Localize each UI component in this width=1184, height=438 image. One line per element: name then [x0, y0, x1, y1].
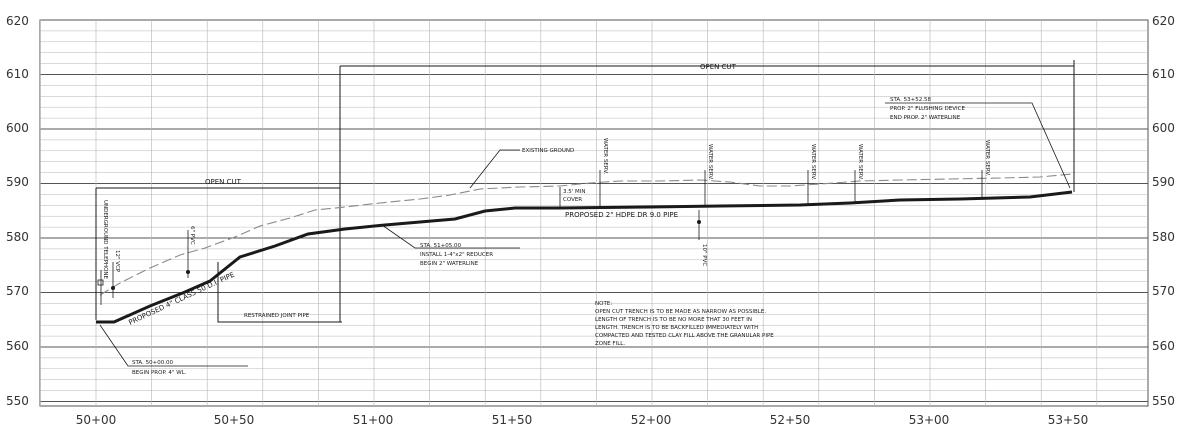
pvc-6-crossing: [185, 230, 190, 278]
open-cut-zone-left: [95, 66, 341, 322]
sta-mid-label: BEGIN 2" WATERLINE: [420, 261, 479, 267]
note-line: OPEN CUT TRENCH IS TO BE MADE AS NARROW …: [595, 309, 766, 315]
station-label: 52+50: [770, 413, 811, 427]
note-line: COMPACTED AND TESTED CLAY FILL ABOVE THE…: [595, 333, 774, 339]
proposed-4in-label: PROPOSED 4" CLASS 50 D.I. PIPE: [127, 271, 235, 327]
open-cut-label: OPEN CUT: [205, 178, 242, 186]
note-line: ZONE FILL.: [595, 341, 625, 347]
telephone-crossing: [97, 262, 116, 305]
water-services: [599, 170, 983, 207]
open-cut-zone-right: [340, 60, 1075, 192]
station-label: 50+00: [76, 413, 117, 427]
water-serv-label: WATER SERV.: [707, 144, 713, 180]
pvc-10-label: 10" PVC: [701, 244, 707, 266]
station-label: 50+50: [214, 413, 255, 427]
elevation-label: 560: [6, 339, 29, 353]
sta-end-label: PROP. 2" FLUSHING DEVICE: [890, 106, 965, 112]
elevation-label: 550: [6, 394, 29, 408]
sta-begin-label: STA. 50+00.00: [132, 360, 173, 366]
elevation-label: 580: [1152, 230, 1175, 244]
station-label: 51+50: [492, 413, 533, 427]
sta-end-leader: [885, 102, 1071, 189]
pvc-6-label: 6" PVC: [189, 226, 195, 245]
water-serv-label: WATER SERV.: [602, 138, 608, 174]
sta-end-label: STA. 53+52.58: [890, 97, 931, 103]
restrained-joint-label: RESTRAINED JOINT PIPE: [244, 313, 310, 319]
elevation-label: 620: [1152, 14, 1175, 28]
elevation-label: 580: [6, 230, 29, 244]
note-line: LENGTH. TRENCH IS TO BE BACKFILLED IMMED…: [595, 325, 758, 331]
telephone-label: UNDERGROUND TELEPHONE: [102, 200, 108, 279]
sta-end-label: END PROP. 2" WATERLINE: [890, 115, 961, 121]
station-axis: 50+00 50+50 51+00 51+50 52+00 52+50 53+0…: [76, 413, 1089, 427]
elevation-label: 590: [6, 175, 29, 189]
cover-label: COVER: [563, 197, 582, 203]
elevation-label: 550: [1152, 394, 1175, 408]
restrained-joint-bracket: [217, 262, 342, 323]
elevation-label: 620: [6, 14, 29, 28]
elevation-axis-right: 620 610 600 590 580 570 560 550: [1152, 14, 1175, 408]
elevation-label: 600: [6, 121, 29, 135]
proposed-waterline: [96, 190, 1073, 324]
station-label: 53+00: [909, 413, 950, 427]
note-line: LENGTH OF TRENCH IS TO BE NO MORE THAT 3…: [595, 317, 752, 323]
open-cut-label: OPEN CUT: [700, 63, 737, 71]
elevation-label: 610: [1152, 67, 1175, 81]
elevation-label: 570: [1152, 284, 1175, 298]
sta-mid-label: STA. 51+05.00: [420, 243, 461, 249]
existing-ground-label: EXISTING GROUND: [522, 148, 574, 154]
station-label: 51+00: [353, 413, 394, 427]
sta-mid-label: INSTALL 1-4"x2" REDUCER: [420, 252, 493, 258]
elevation-label: 590: [1152, 175, 1175, 189]
vcp-12-label: 12" VCP: [114, 250, 120, 273]
water-serv-label: WATER SERV.: [857, 144, 863, 180]
elevation-label: 600: [1152, 121, 1175, 135]
station-label: 53+50: [1048, 413, 1089, 427]
existing-ground-line: [99, 173, 1073, 296]
construction-note: NOTE: OPEN CUT TRENCH IS TO BE MADE AS N…: [595, 301, 774, 347]
water-serv-label: WATER SERV.: [810, 144, 816, 180]
existing-ground-leader: [469, 149, 520, 189]
elevation-label: 610: [6, 67, 29, 81]
note-line: NOTE:: [595, 301, 612, 307]
elevation-label: 570: [6, 284, 29, 298]
water-serv-label: WATER SERV.: [984, 140, 990, 176]
sta-mid-leader: [381, 224, 520, 249]
elevation-label: 560: [1152, 339, 1175, 353]
sta-begin-label: BEGIN PROP. 4" WL.: [132, 370, 187, 376]
station-label: 52+00: [631, 413, 672, 427]
elevation-axis-left: 620 610 600 590 580 570 560 550: [6, 14, 29, 408]
pvc-10-crossing: [697, 210, 702, 240]
proposed-2in-label: PROPOSED 2" HDPE DR 9.0 PIPE: [565, 211, 678, 219]
sta-begin-leader: [99, 324, 248, 367]
cover-label: 3.5' MIN: [563, 189, 586, 195]
